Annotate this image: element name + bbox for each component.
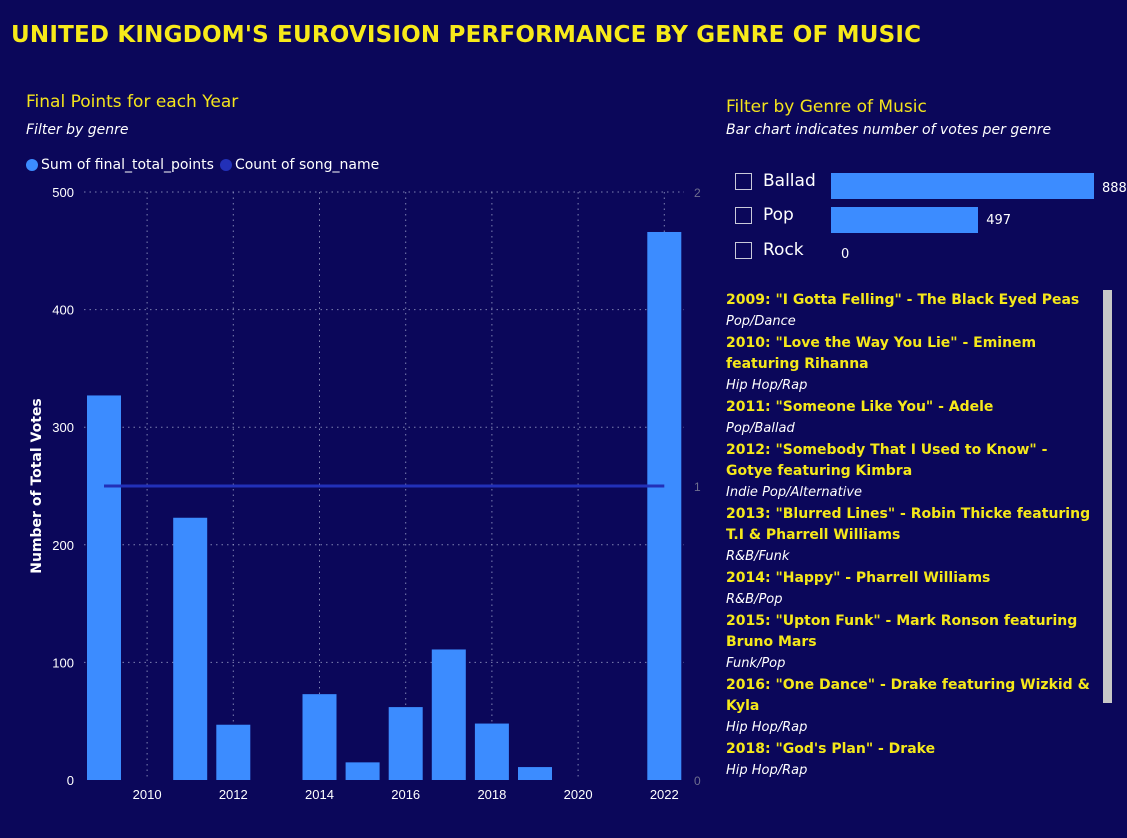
song-genre: R&B/Pop	[726, 592, 783, 607]
song-title: 2012: "Somebody That I Used to Know" - G…	[726, 442, 1048, 479]
song-title: 2011: "Someone Like You" - Adele	[726, 399, 994, 415]
song-genre: R&B/Funk	[726, 549, 790, 564]
y-tick-label: 500	[52, 185, 74, 200]
song-item: 2014: "Happy" - Pharrell Williams R&B/Po…	[726, 568, 1098, 611]
song-title: 2014: "Happy" - Pharrell Williams	[726, 570, 991, 586]
song-item: 2011: "Someone Like You" - Adele Pop/Bal…	[726, 397, 1098, 440]
song-title: 2009: "I Gotta Felling" - The Black Eyed…	[726, 292, 1080, 308]
y-tick-label: 100	[52, 655, 74, 670]
chart-title: Final Points for each Year	[26, 92, 239, 112]
x-tick-label: 2014	[305, 787, 334, 802]
legend-item-count[interactable]: Count of song_name	[219, 157, 380, 173]
bar-2017	[431, 649, 466, 780]
y-tick-label: 200	[52, 538, 74, 553]
y-axis-title: Number of Total Votes	[29, 398, 45, 573]
bar-2018	[474, 723, 509, 780]
chart-legend: Sum of final_total_points Count of song_…	[26, 157, 385, 173]
genre-filter-ballad[interactable]: Ballad	[735, 169, 816, 193]
song-genre: Pop/Dance	[726, 314, 796, 329]
x-tick-label: 2020	[564, 787, 593, 802]
genre-filter-pop[interactable]: Pop	[735, 203, 794, 227]
song-item: 2012: "Somebody That I Used to Know" - G…	[726, 440, 1098, 504]
bar-2014	[302, 694, 337, 780]
y2-tick-label: 2	[694, 186, 701, 200]
bar-2022	[647, 231, 682, 780]
song-item: 2009: "I Gotta Felling" - The Black Eyed…	[726, 290, 1098, 333]
bar-2011	[173, 517, 208, 780]
y-tick-label: 300	[52, 420, 74, 435]
song-title: 2018: "God's Plan" - Drake	[726, 741, 936, 757]
legend-dot-count	[219, 159, 232, 171]
genre-value-ballad: 888	[1102, 181, 1127, 196]
y-tick-label: 0	[67, 773, 74, 788]
song-genre: Funk/Pop	[726, 656, 786, 671]
legend-label-count: Count of song_name	[234, 157, 380, 173]
legend-label-points: Sum of final_total_points	[41, 157, 214, 173]
song-list[interactable]: 2009: "I Gotta Felling" - The Black Eyed…	[726, 290, 1098, 778]
song-list-scrollbar[interactable]	[1103, 290, 1112, 703]
x-tick-label: 2022	[650, 787, 679, 802]
song-title: 2013: "Blurred Lines" - Robin Thicke fea…	[726, 506, 1091, 543]
song-item: 2010: "Love the Way You Lie" - Eminem fe…	[726, 333, 1098, 397]
rock-checkbox[interactable]	[735, 241, 752, 259]
legend-item-points[interactable]: Sum of final_total_points	[26, 157, 214, 173]
rock-label: Rock	[763, 240, 804, 260]
bar-2009	[87, 395, 121, 780]
song-item: 2015: "Upton Funk" - Mark Ronson featuri…	[726, 611, 1098, 675]
bar-2012	[216, 724, 251, 780]
x-tick-label: 2010	[133, 787, 162, 802]
x-tick-label: 2016	[391, 787, 420, 802]
pop-label: Pop	[763, 205, 794, 225]
genre-bar-pop[interactable]	[831, 207, 979, 233]
song-title: 2015: "Upton Funk" - Mark Ronson featuri…	[726, 613, 1078, 650]
genre-filter-subtitle: Bar chart indicates number of votes per …	[726, 122, 1052, 138]
song-genre: Hip Hop/Rap	[726, 763, 808, 778]
bar-2015	[345, 762, 380, 780]
page-title: UNITED KINGDOM'S EUROVISION PERFORMANCE …	[11, 22, 922, 48]
genre-value-pop: 497	[986, 213, 1012, 228]
song-title: 2016: "One Dance" - Drake featuring Wizk…	[726, 677, 1090, 714]
chart-subtitle: Filter by genre	[26, 122, 129, 138]
song-genre: Hip Hop/Rap	[726, 720, 808, 735]
song-item: 2016: "One Dance" - Drake featuring Wizk…	[726, 675, 1098, 739]
genre-bar-ballad[interactable]	[831, 173, 1094, 199]
pop-checkbox[interactable]	[735, 206, 752, 224]
song-item: 2018: "God's Plan" - Drake Hip Hop/Rap	[726, 739, 1098, 778]
song-genre: Hip Hop/Rap	[726, 378, 808, 393]
y2-tick-label: 1	[694, 480, 701, 494]
y-tick-label: 400	[52, 303, 74, 318]
x-tick-label: 2018	[477, 787, 506, 802]
ballad-checkbox[interactable]	[735, 172, 752, 190]
song-title: 2010: "Love the Way You Lie" - Eminem fe…	[726, 335, 1037, 372]
genre-value-rock: 0	[841, 247, 850, 262]
bar-2016	[388, 707, 423, 780]
song-genre: Indie Pop/Alternative	[726, 485, 863, 500]
legend-dot-points	[26, 159, 38, 171]
ballad-label: Ballad	[763, 171, 816, 191]
genre-filter-title: Filter by Genre of Music	[726, 97, 927, 117]
y2-tick-label: 0	[694, 774, 701, 788]
x-tick-label: 2012	[219, 787, 248, 802]
song-genre: Pop/Ballad	[726, 421, 795, 436]
genre-filter-rock[interactable]: Rock	[735, 238, 804, 262]
bar-2019	[518, 767, 552, 780]
song-item: 2013: "Blurred Lines" - Robin Thicke fea…	[726, 504, 1098, 568]
